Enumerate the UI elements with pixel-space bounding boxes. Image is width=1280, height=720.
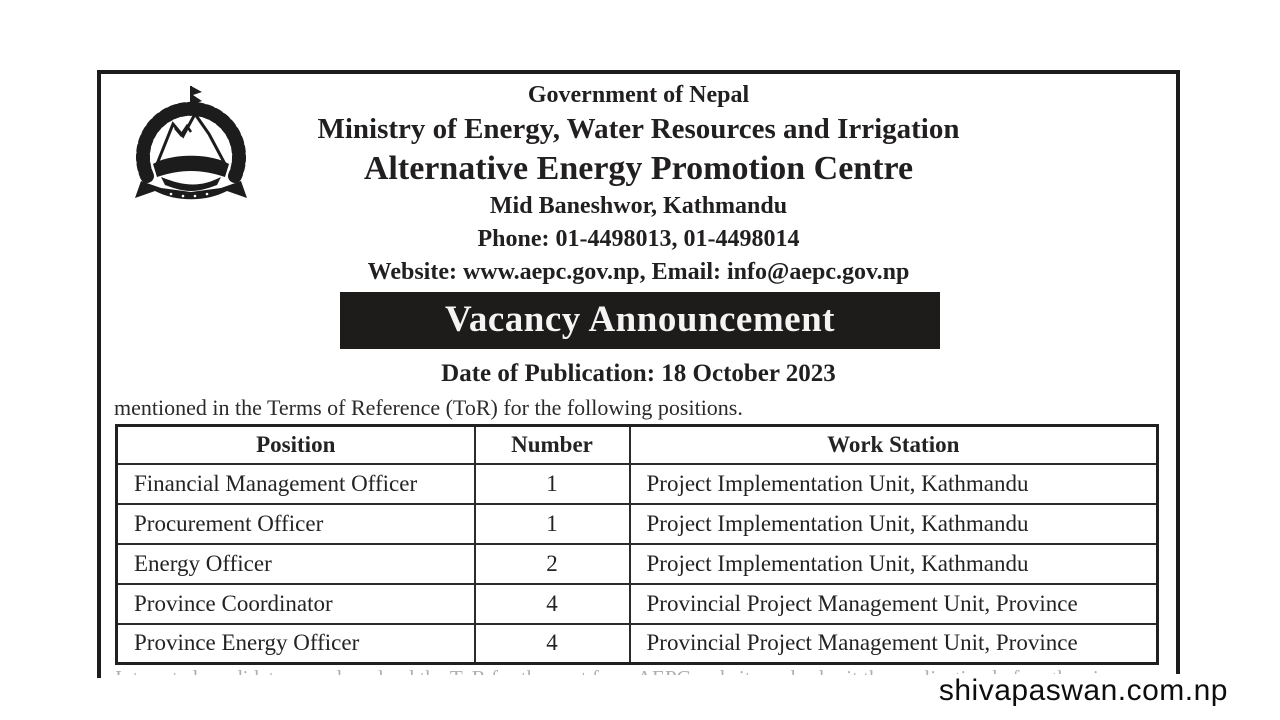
table-row: Energy Officer 2 Project Implementation … [115,542,1159,585]
nepal-emblem-logo [131,84,251,210]
letterhead: Government of Nepal Ministry of Energy, … [101,80,1176,289]
cell-work-station: Project Implementation Unit, Kathmandu [628,462,1159,505]
intro-text-line: mentioned in the Terms of Reference (ToR… [114,395,743,420]
cell-position: Financial Management Officer [115,462,476,505]
table-header-row: Position Number Work Station [115,424,1159,465]
cell-number: 2 [473,542,631,585]
org-ministry-line: Ministry of Energy, Water Resources and … [317,113,960,145]
watermark-site-url: shivapaswan.com.np [928,674,1228,708]
nepal-emblem-icon [135,86,247,200]
table-row: Province Energy Officer 4 Provincial Pro… [115,622,1159,665]
positions-table: Position Number Work Station Financial M… [115,424,1159,665]
cell-position: Energy Officer [115,542,476,585]
cell-work-station: Project Implementation Unit, Kathmandu [628,542,1159,585]
column-header-number: Number [473,424,631,465]
cell-number: 1 [473,502,631,545]
org-centre-line: Alternative Energy Promotion Centre [363,150,914,187]
clipped-bottom-text: Interested candidates can download the T… [115,666,1150,675]
cell-number: 4 [473,582,631,625]
vacancy-announcement-banner: Vacancy Announcement [340,292,940,349]
cell-work-station: Provincial Project Management Unit, Prov… [628,582,1159,625]
publication-date: Date of Publication: 18 October 2023 [441,360,836,387]
cell-work-station: Provincial Project Management Unit, Prov… [628,622,1159,665]
org-website-email-line: Website: www.aepc.gov.np, Email: info@ae… [367,259,910,285]
cell-position: Province Coordinator [115,582,476,625]
document-page: Government of Nepal Ministry of Energy, … [97,70,1180,678]
cell-position: Province Energy Officer [115,622,476,665]
cell-work-station: Project Implementation Unit, Kathmandu [628,502,1159,545]
cell-number: 4 [473,622,631,665]
org-address-line: Mid Baneshwor, Kathmandu [489,193,788,219]
column-header-work-station: Work Station [628,424,1159,465]
org-phone-line: Phone: 01-4498013, 01-4498014 [477,226,800,252]
column-header-position: Position [115,424,476,465]
cell-number: 1 [473,462,631,505]
table-row: Procurement Officer 1 Project Implementa… [115,502,1159,545]
org-country-line: Government of Nepal [527,82,750,108]
table-row: Financial Management Officer 1 Project I… [115,462,1159,505]
table-row: Province Coordinator 4 Provincial Projec… [115,582,1159,625]
cell-position: Procurement Officer [115,502,476,545]
